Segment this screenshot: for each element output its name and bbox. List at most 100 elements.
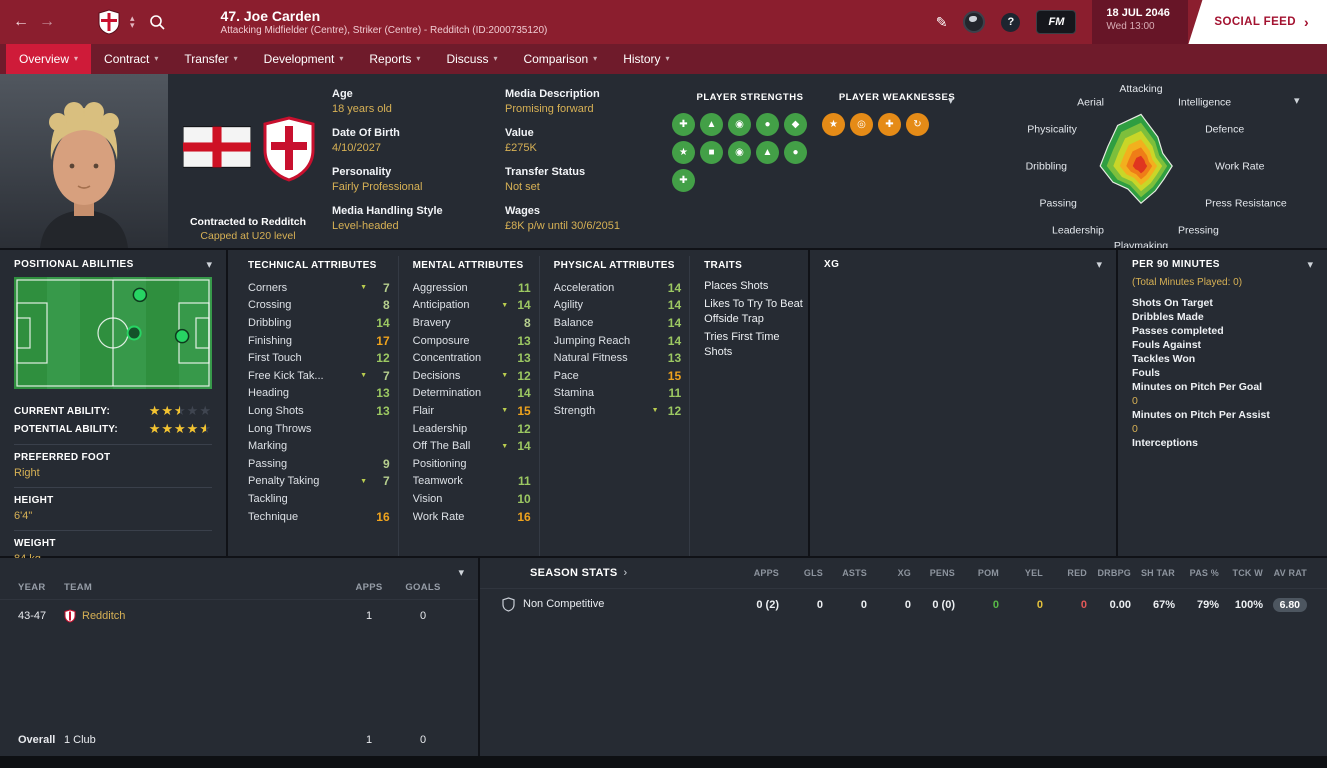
physical-attributes-header[interactable]: PHYSICAL ATTRIBUTES xyxy=(553,260,675,271)
stat-column-header[interactable]: YEL xyxy=(1024,568,1043,578)
stat-column-header[interactable]: PAS % xyxy=(1189,568,1219,578)
attribute-row[interactable]: Finishing ▼ 17 xyxy=(248,332,390,350)
strength-icon[interactable]: ● xyxy=(784,141,807,164)
attribute-row[interactable]: Determination ▼ 14 xyxy=(413,385,531,403)
attribute-row[interactable]: Crossing ▼ 8 xyxy=(248,297,390,315)
attribute-row[interactable]: Penalty Taking ▼ 7 xyxy=(248,473,390,491)
weakness-icon[interactable]: ✚ xyxy=(878,113,901,136)
season-stats-data-row[interactable]: Non Competitive 0 (2) 0 0 0 0 (0) 0 0 0 0.00 67% 7… xyxy=(480,589,1327,619)
attribute-row[interactable]: Natural Fitness ▼ 13 xyxy=(554,349,681,367)
technical-attributes-header[interactable]: TECHNICAL ATTRIBUTES xyxy=(248,260,377,271)
strength-icon[interactable]: ▲ xyxy=(700,113,723,136)
stat-column-header[interactable]: ASTS xyxy=(842,568,867,578)
team-link[interactable]: Redditch xyxy=(82,610,126,622)
trait[interactable]: Tries First Time Shots xyxy=(704,331,780,358)
strength-icon[interactable]: ● xyxy=(756,113,779,136)
attribute-row[interactable]: Leadership ▼ 12 xyxy=(413,420,531,438)
attribute-row[interactable]: Dribbling ▼ 14 xyxy=(248,314,390,332)
stat-column-header[interactable]: DRBPG xyxy=(1097,568,1131,578)
stat-column-header[interactable]: SH TAR xyxy=(1140,568,1175,578)
chevron-down-icon[interactable]: ▾ xyxy=(1294,95,1300,107)
attribute-row[interactable]: Bravery ▼ 8 xyxy=(413,314,531,332)
strength-icon[interactable]: ★ xyxy=(672,141,695,164)
prev-next-player-buttons[interactable]: ▴ ▾ xyxy=(130,13,135,30)
strength-icon[interactable]: ◉ xyxy=(728,113,751,136)
season-stats-title[interactable]: SEASON STATS xyxy=(530,567,618,579)
chevron-up-icon[interactable]: ▴ xyxy=(130,13,135,23)
game-date[interactable]: 18 JUL 2046 Wed 13:00 xyxy=(1092,0,1189,44)
team-column-header[interactable]: TEAM xyxy=(64,582,93,593)
stat-column-header[interactable]: TCK W xyxy=(1232,568,1263,578)
attribute-row[interactable]: First Touch ▼ 12 xyxy=(248,349,390,367)
chevron-down-icon[interactable]: ▾ xyxy=(458,567,464,579)
apps-column-header[interactable]: APPS xyxy=(355,582,383,593)
stat-column-header[interactable]: XG xyxy=(897,568,911,578)
career-row[interactable]: 43-47 Redditch 1 0 xyxy=(0,600,478,623)
stat-column-header[interactable]: POM xyxy=(977,568,999,578)
strength-icon[interactable]: ◆ xyxy=(784,113,807,136)
attribute-row[interactable]: Vision ▼ 10 xyxy=(413,490,531,508)
weakness-icon[interactable]: ◎ xyxy=(850,113,873,136)
attribute-row[interactable]: Pace ▼ 15 xyxy=(554,367,681,385)
attribute-row[interactable]: Free Kick Tak... ▼ 7 xyxy=(248,367,390,385)
attribute-row[interactable]: Off The Ball ▼ 14 xyxy=(413,437,531,455)
tab[interactable]: Reports ▾ xyxy=(356,44,433,74)
back-button[interactable]: ← xyxy=(8,7,34,37)
chevron-down-icon[interactable]: ▾ xyxy=(1307,259,1313,271)
tab[interactable]: Contract ▾ xyxy=(91,44,171,74)
attribute-row[interactable]: Teamwork ▼ 11 xyxy=(413,473,531,491)
strength-icon[interactable]: ✚ xyxy=(672,113,695,136)
strength-icon[interactable]: ▲ xyxy=(756,141,779,164)
year-column-header[interactable]: YEAR xyxy=(18,582,46,593)
attribute-row[interactable]: Heading ▼ 13 xyxy=(248,385,390,403)
chevron-down-icon[interactable]: ▾ xyxy=(206,259,212,271)
stat-column-header[interactable]: PENS xyxy=(929,568,955,578)
world-icon[interactable] xyxy=(963,11,986,33)
chevron-down-icon[interactable]: ▾ xyxy=(1096,259,1102,271)
tab[interactable]: History ▾ xyxy=(610,44,682,74)
traits-header[interactable]: TRAITS xyxy=(704,260,743,271)
attribute-row[interactable]: Long Shots ▼ 13 xyxy=(248,402,390,420)
attribute-row[interactable]: Passing ▼ 9 xyxy=(248,455,390,473)
attribute-row[interactable]: Technique ▼ 16 xyxy=(248,508,390,526)
tab[interactable]: Development ▾ xyxy=(251,44,357,74)
weakness-icon[interactable]: ↻ xyxy=(906,113,929,136)
mental-attributes-header[interactable]: MENTAL ATTRIBUTES xyxy=(412,260,524,271)
goals-column-header[interactable]: GOALS xyxy=(405,582,441,593)
strength-icon[interactable]: ■ xyxy=(700,141,723,164)
trait[interactable]: Likes To Try To Beat Offside Trap xyxy=(704,298,803,325)
attribute-row[interactable]: Marking ▼ xyxy=(248,437,390,455)
stat-column-header[interactable]: APPS xyxy=(753,568,779,578)
attribute-row[interactable]: Aggression ▼ 11 xyxy=(413,279,531,297)
club-crest-icon[interactable] xyxy=(98,9,120,35)
social-feed-button[interactable]: SOCIAL FEED › xyxy=(1188,0,1327,44)
attribute-row[interactable]: Long Throws ▼ xyxy=(248,420,390,438)
attribute-row[interactable]: Jumping Reach ▼ 14 xyxy=(554,332,681,350)
attribute-row[interactable]: Acceleration ▼ 14 xyxy=(554,279,681,297)
attribute-row[interactable]: Positioning ▼ xyxy=(413,455,531,473)
tab[interactable]: Comparison ▾ xyxy=(510,44,610,74)
attribute-row[interactable]: Anticipation ▼ 14 xyxy=(413,297,531,315)
search-icon[interactable] xyxy=(149,14,165,30)
tab[interactable]: Transfer ▾ xyxy=(171,44,250,74)
chevron-down-icon[interactable]: ▾ xyxy=(130,20,135,30)
attribute-row[interactable]: Composure ▼ 13 xyxy=(413,332,531,350)
edit-icon[interactable]: ✎ xyxy=(935,13,948,30)
attribute-row[interactable]: Flair ▼ 15 xyxy=(413,402,531,420)
tab[interactable]: Overview ▾ xyxy=(6,44,92,74)
weakness-icon[interactable]: ★ xyxy=(822,113,845,136)
chevron-down-icon[interactable]: ▾ xyxy=(948,95,954,107)
stat-column-header[interactable]: GLS xyxy=(803,568,823,578)
strength-icon[interactable]: ◉ xyxy=(728,141,751,164)
stat-column-header[interactable]: RED xyxy=(1067,568,1087,578)
strength-icon[interactable]: ✚ xyxy=(672,169,695,192)
tab[interactable]: Discuss ▾ xyxy=(433,44,510,74)
attribute-row[interactable]: Corners ▼ 7 xyxy=(248,279,390,297)
attribute-row[interactable]: Strength ▼ 12 xyxy=(554,402,681,420)
attribute-row[interactable]: Stamina ▼ 11 xyxy=(554,385,681,403)
attribute-row[interactable]: Tackling ▼ xyxy=(248,490,390,508)
attribute-row[interactable]: Balance ▼ 14 xyxy=(554,314,681,332)
attribute-row[interactable]: Concentration ▼ 13 xyxy=(413,349,531,367)
stat-column-header[interactable]: AV RAT xyxy=(1273,568,1307,578)
help-icon[interactable]: ? xyxy=(1001,12,1021,32)
